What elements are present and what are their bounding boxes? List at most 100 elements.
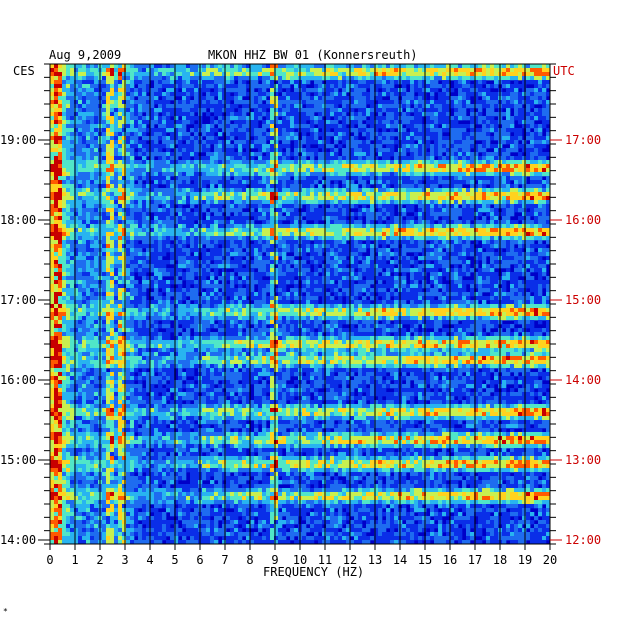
heatmap-cell [102, 84, 107, 89]
heatmap-cell [354, 92, 359, 97]
heatmap-cell [282, 92, 287, 97]
heatmap-cell [158, 208, 163, 213]
heatmap-cell [226, 136, 231, 141]
heatmap-cell [186, 104, 191, 109]
heatmap-cell [246, 64, 251, 69]
heatmap-cell [434, 212, 439, 217]
heatmap-cell [166, 180, 171, 185]
heatmap-cell [414, 148, 419, 153]
heatmap-cell [422, 76, 427, 81]
heatmap-cell [126, 200, 131, 205]
heatmap-cell [214, 220, 219, 225]
heatmap-cell [110, 196, 115, 201]
heatmap-cell [158, 104, 163, 109]
heatmap-cell [366, 148, 371, 153]
heatmap-cell [518, 100, 523, 105]
heatmap-cell [378, 184, 383, 189]
heatmap-cell [202, 84, 207, 89]
heatmap-cell [406, 196, 411, 201]
heatmap-cell [162, 92, 167, 97]
heatmap-cell [222, 216, 227, 221]
heatmap-cell [410, 124, 415, 129]
heatmap-cell [182, 84, 187, 89]
heatmap-cell [442, 120, 447, 125]
heatmap-cell [438, 64, 443, 69]
heatmap-cell [150, 172, 155, 177]
heatmap-cell [310, 216, 315, 221]
heatmap-cell [50, 92, 55, 97]
heatmap-cell [54, 156, 59, 161]
heatmap-cell [314, 220, 319, 225]
heatmap-cell [166, 92, 171, 97]
heatmap-cell [538, 84, 543, 89]
heatmap-cell [410, 228, 415, 233]
heatmap-cell [110, 68, 115, 73]
heatmap-cell [474, 148, 479, 153]
heatmap-cell [474, 192, 479, 197]
heatmap-cell [90, 104, 95, 109]
heatmap-cell [286, 148, 291, 153]
heatmap-cell [258, 164, 263, 169]
heatmap-cell [514, 88, 519, 93]
heatmap-cell [358, 128, 363, 133]
heatmap-cell [426, 108, 431, 113]
heatmap-cell [70, 72, 75, 77]
heatmap-cell [78, 184, 83, 189]
heatmap-cell [202, 124, 207, 129]
heatmap-cell [170, 144, 175, 149]
heatmap-cell [342, 200, 347, 205]
heatmap-cell [182, 108, 187, 113]
heatmap-cell [134, 224, 139, 229]
heatmap-cell [66, 184, 71, 189]
heatmap-cell [334, 196, 339, 201]
heatmap-cell [306, 108, 311, 113]
heatmap-cell [350, 84, 355, 89]
heatmap-cell [242, 204, 247, 209]
heatmap-cell [238, 180, 243, 185]
heatmap-cell [210, 116, 215, 121]
heatmap-cell [414, 96, 419, 101]
heatmap-cell [466, 232, 471, 237]
heatmap-cell [130, 216, 135, 221]
heatmap-cell [410, 200, 415, 205]
heatmap-cell [166, 144, 171, 149]
heatmap-cell [414, 156, 419, 161]
heatmap-cell [362, 132, 367, 137]
heatmap-cell [50, 192, 55, 197]
heatmap-cell [510, 72, 515, 77]
heatmap-cell [186, 216, 191, 221]
heatmap-cell [302, 116, 307, 121]
heatmap-cell [374, 108, 379, 113]
heatmap-cell [382, 216, 387, 221]
heatmap-cell [174, 112, 179, 117]
heatmap-cell [58, 204, 63, 209]
heatmap-cell [86, 80, 91, 85]
heatmap-cell [390, 180, 395, 185]
heatmap-cell [502, 176, 507, 181]
heatmap-cell [378, 96, 383, 101]
heatmap-cell [306, 172, 311, 177]
heatmap-cell [130, 120, 135, 125]
heatmap-cell [406, 188, 411, 193]
heatmap-cell [138, 160, 143, 165]
heatmap-cell [162, 136, 167, 141]
heatmap-cell [206, 164, 211, 169]
heatmap-cell [322, 120, 327, 125]
heatmap-cell [178, 212, 183, 217]
heatmap-cell [386, 188, 391, 193]
heatmap-cell [502, 84, 507, 89]
heatmap-cell [174, 104, 179, 109]
heatmap-cell [114, 88, 119, 93]
heatmap-cell [322, 108, 327, 113]
heatmap-cell [482, 72, 487, 77]
heatmap-cell [118, 132, 123, 137]
heatmap-cell [190, 100, 195, 105]
heatmap-cell [382, 160, 387, 165]
heatmap-cell [302, 228, 307, 233]
heatmap-cell [54, 116, 59, 121]
heatmap-cell [462, 148, 467, 153]
heatmap-cell [106, 176, 111, 181]
heatmap-cell [58, 228, 63, 233]
heatmap-cell [418, 112, 423, 117]
heatmap-cell [378, 164, 383, 169]
